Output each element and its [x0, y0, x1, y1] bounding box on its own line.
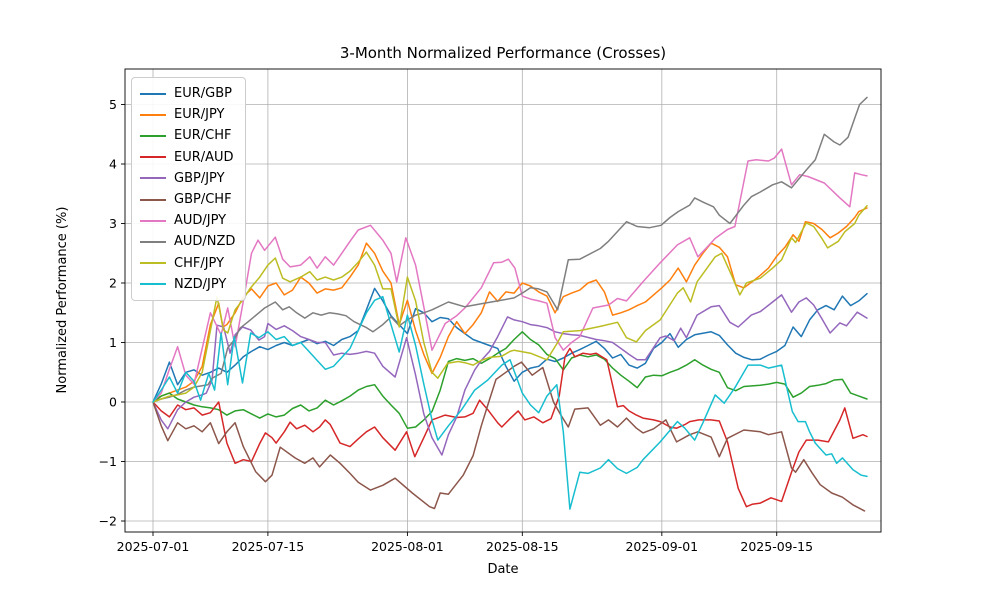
legend-item: EUR/GBP [140, 83, 235, 104]
x-tick-label: 2025-08-01 [371, 539, 444, 554]
y-tick-label: −1 [99, 454, 117, 469]
legend-swatch [140, 92, 166, 95]
legend-item: GBP/CHF [140, 189, 235, 210]
y-tick-label: 3 [109, 216, 117, 231]
chart-title: 3-Month Normalized Performance (Crosses) [339, 44, 667, 62]
series-line-AUD-JPY [152, 148, 868, 403]
y-tick-label: 4 [109, 157, 117, 172]
y-tick-label: 2 [109, 276, 117, 291]
series-line-EUR-GBP [152, 287, 868, 403]
legend-item: NZD/JPY [140, 274, 235, 295]
legend-label: EUR/GBP [174, 86, 232, 102]
legend-label: GBP/JPY [174, 170, 225, 186]
y-tick-label: 5 [109, 97, 117, 112]
legend-swatch [140, 283, 166, 286]
x-tick-label: 2025-09-01 [625, 539, 698, 554]
legend-item: EUR/JPY [140, 104, 235, 125]
plot-border [124, 68, 882, 533]
x-tick-label: 2025-08-15 [486, 539, 559, 554]
y-tick-label: 0 [109, 395, 117, 410]
legend-label: CHF/JPY [174, 255, 225, 271]
x-axis-label: Date [487, 562, 519, 577]
legend-swatch [140, 113, 166, 116]
legend-swatch [140, 156, 166, 159]
legend-swatch [140, 198, 166, 201]
legend-item: CHF/JPY [140, 253, 235, 274]
legend-swatch [140, 240, 166, 243]
series-line-EUR-CHF [152, 331, 868, 429]
legend-label: EUR/CHF [174, 128, 232, 144]
legend-label: GBP/CHF [174, 192, 232, 208]
legend-item: GBP/JPY [140, 168, 235, 189]
legend-label: AUD/NZD [174, 234, 236, 250]
series-line-GBP-JPY [152, 294, 868, 456]
series-line-EUR-AUD [152, 347, 868, 508]
legend-swatch [140, 177, 166, 180]
y-tick-label: 1 [109, 335, 117, 350]
legend-item: AUD/JPY [140, 210, 235, 231]
legend-swatch [140, 262, 166, 265]
legend-item: EUR/AUD [140, 147, 235, 168]
series-line-NZD-JPY [152, 295, 868, 510]
x-tick-label: 2025-07-15 [232, 539, 305, 554]
x-tick-label: 2025-07-01 [117, 539, 190, 554]
y-tick-label: −2 [99, 514, 117, 529]
legend-item: EUR/CHF [140, 125, 235, 146]
legend-label: EUR/AUD [174, 149, 234, 165]
series-line-CHF-JPY [152, 204, 868, 403]
x-tick-label: 2025-09-15 [740, 539, 813, 554]
series-line-AUD-NZD [152, 96, 868, 403]
y-axis-label: Normalized Performance (%) [55, 206, 70, 394]
legend-label: EUR/JPY [174, 107, 225, 123]
legend-item: AUD/NZD [140, 231, 235, 252]
legend-swatch [140, 134, 166, 137]
series-line-GBP-CHF [152, 361, 866, 512]
legend-label: NZD/JPY [174, 276, 227, 292]
legend: EUR/GBP EUR/JPY EUR/CHF EUR/AUD GBP/JPY GBP/C… [131, 77, 247, 301]
legend-swatch [140, 219, 166, 222]
legend-label: AUD/JPY [174, 213, 227, 229]
